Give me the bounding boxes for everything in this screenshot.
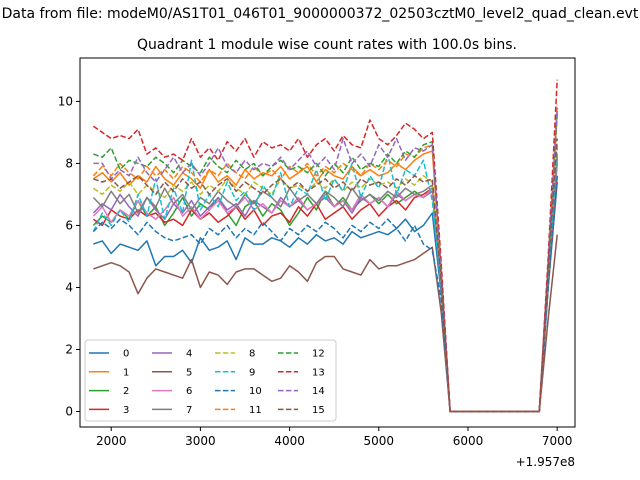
legend-label-6: 6 (186, 386, 192, 397)
y-tick-label: 6 (65, 218, 73, 232)
y-tick-label: 2 (65, 342, 73, 356)
legend-label-11: 11 (249, 405, 262, 416)
y-tick-label: 4 (65, 280, 73, 294)
legend-label-8: 8 (249, 349, 255, 360)
legend-label-14: 14 (312, 386, 325, 397)
legend-label-3: 3 (123, 405, 129, 416)
legend-frame (84, 339, 337, 422)
x-tick-label: 6000 (453, 434, 484, 448)
legend-label-9: 9 (249, 367, 255, 378)
x-tick-label: 5000 (364, 434, 395, 448)
plot-frame (79, 57, 576, 428)
legend-label-2: 2 (123, 386, 129, 397)
figure-suptitle: Data from file: modeM0/AS1T01_046T01_900… (2, 6, 639, 22)
legend-label-7: 7 (186, 405, 192, 416)
legend-label-0: 0 (123, 349, 129, 360)
y-tick-label: 10 (58, 94, 73, 108)
x-tick-label: 4000 (274, 434, 305, 448)
y-tick-label: 0 (65, 404, 73, 418)
x-tick-label: 3000 (185, 434, 216, 448)
x-tick-label: 7000 (542, 434, 573, 448)
legend-label-10: 10 (249, 386, 262, 397)
legend-label-1: 1 (123, 367, 129, 378)
legend-label-15: 15 (312, 405, 325, 416)
legend-label-12: 12 (312, 349, 325, 360)
legend-label-5: 5 (186, 367, 192, 378)
series-line-15 (93, 138, 558, 413)
chart-title: Quadrant 1 module wise count rates with … (137, 37, 517, 53)
y-tick-label: 8 (65, 156, 73, 170)
x-axis-offset-label: +1.957e8 (516, 455, 575, 469)
legend-label-4: 4 (186, 349, 192, 360)
x-tick-label: 2000 (96, 434, 127, 448)
series-layer (92, 79, 558, 413)
legend-label-13: 13 (312, 367, 325, 378)
